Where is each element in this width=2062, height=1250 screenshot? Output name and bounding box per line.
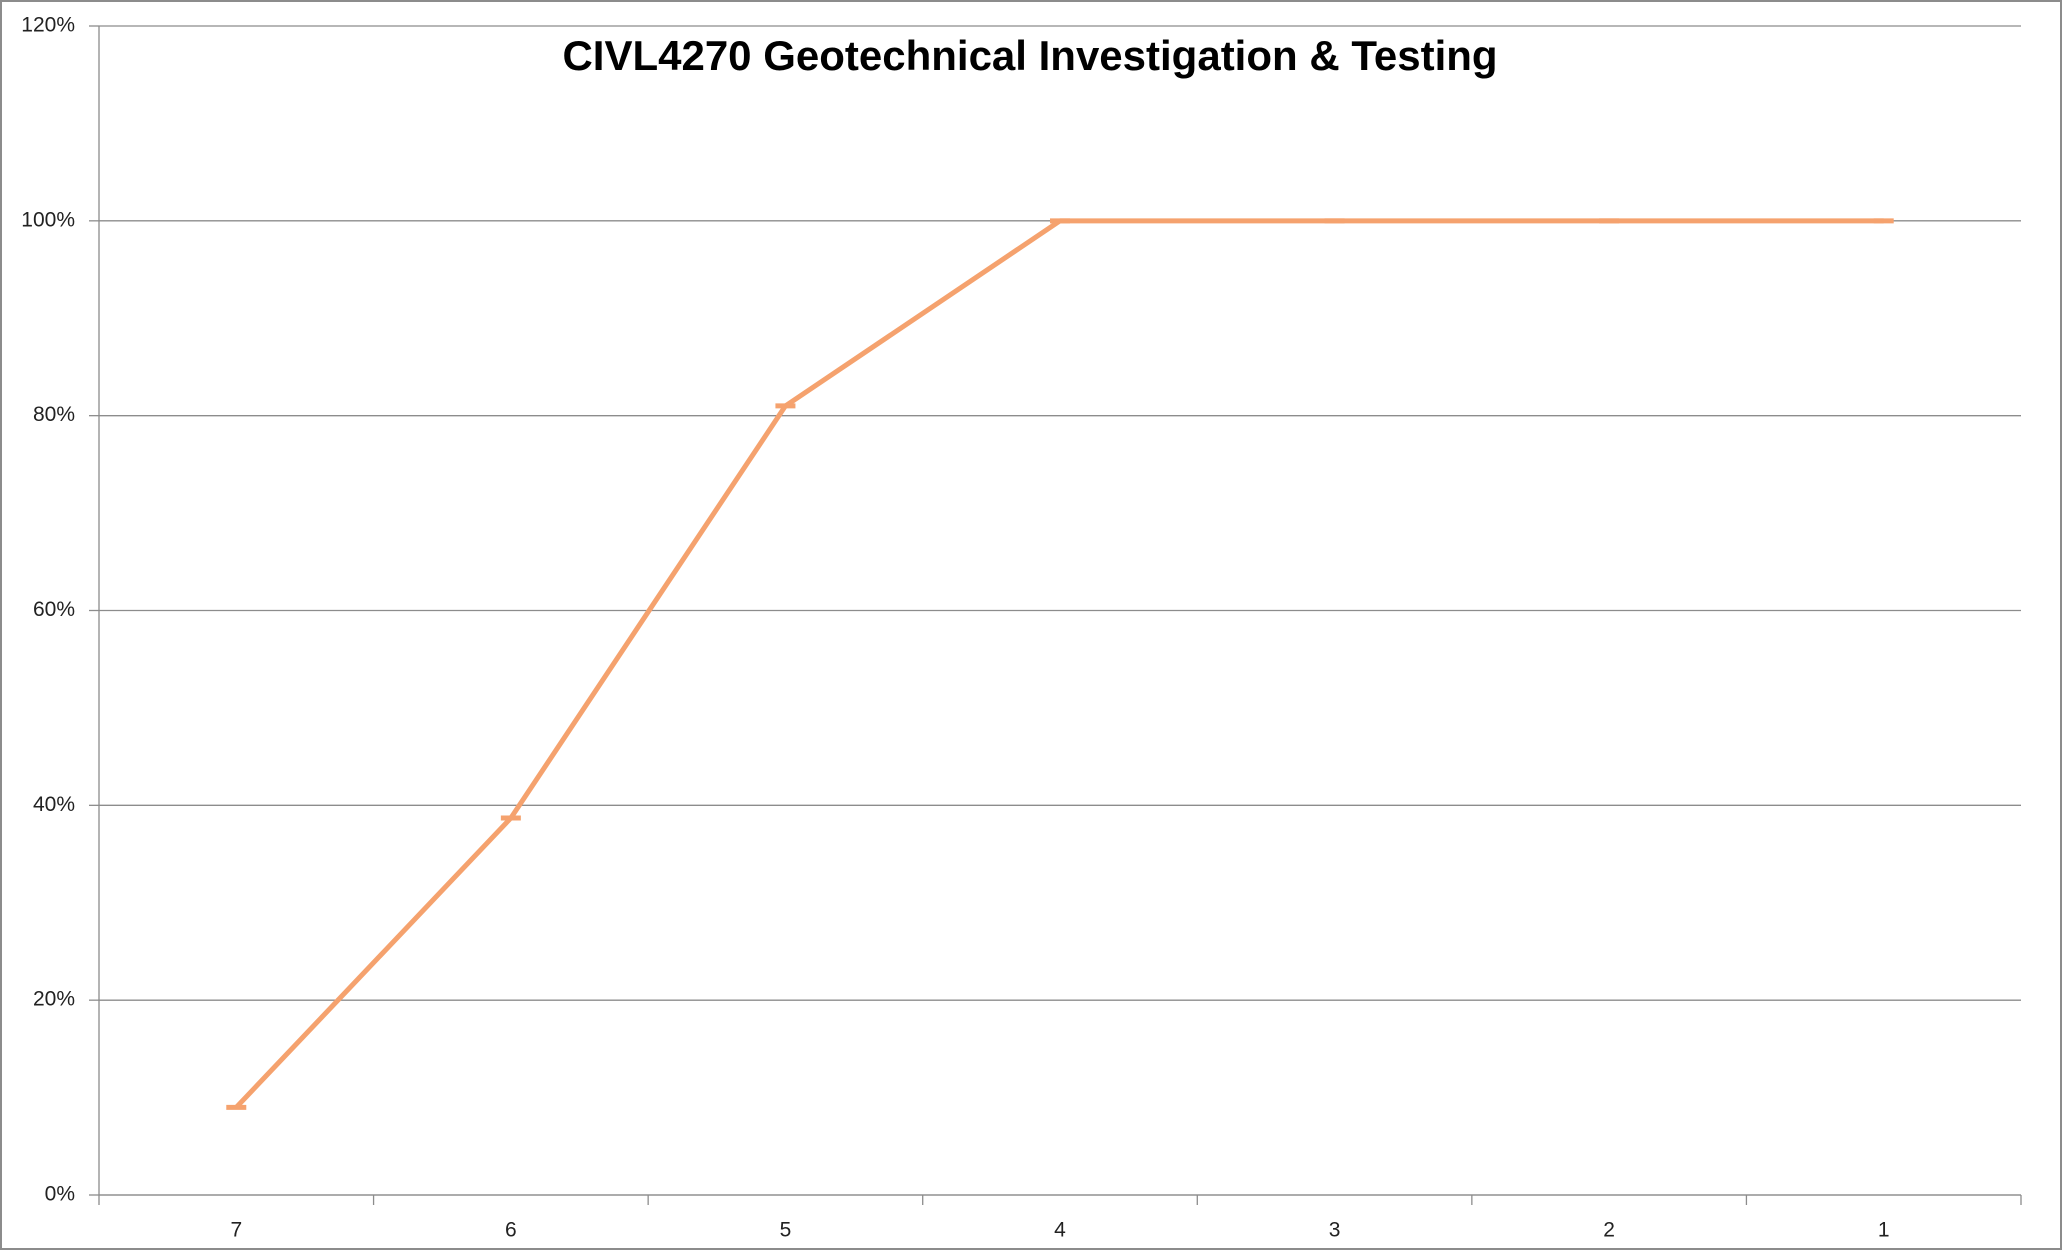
x-tick-label: 3 bbox=[1329, 1219, 1341, 1242]
y-tick-label: 100% bbox=[21, 208, 75, 231]
y-tick-label: 120% bbox=[21, 14, 75, 37]
y-tick-label: 40% bbox=[33, 793, 75, 816]
x-tick-label: 7 bbox=[230, 1219, 242, 1242]
chart-title: CIVL4270 Geotechnical Investigation & Te… bbox=[562, 32, 1497, 79]
y-tick-label: 60% bbox=[33, 598, 75, 621]
x-tick-label: 4 bbox=[1054, 1219, 1066, 1242]
x-tick-label: 2 bbox=[1603, 1219, 1615, 1242]
x-tick-label: 1 bbox=[1878, 1219, 1890, 1242]
x-tick-label: 6 bbox=[505, 1219, 517, 1242]
x-tick-label: 5 bbox=[780, 1219, 792, 1242]
y-tick-label: 20% bbox=[33, 988, 75, 1011]
y-tick-label: 80% bbox=[33, 403, 75, 426]
y-tick-label: 0% bbox=[45, 1183, 75, 1206]
